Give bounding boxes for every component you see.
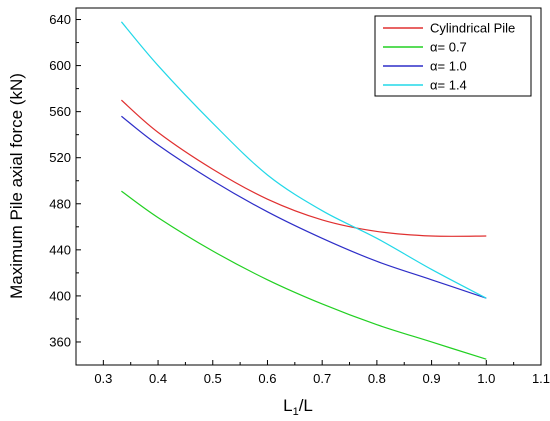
series-line [120, 21, 487, 299]
x-tick-label: 0.6 [258, 371, 276, 386]
y-tick-label: 640 [49, 12, 71, 27]
series-line [121, 190, 487, 360]
y-tick-label: 520 [49, 150, 71, 165]
x-axis-title-main: L [283, 396, 292, 415]
y-tick-label: 480 [49, 196, 71, 211]
legend-box [374, 15, 532, 97]
series-line [121, 115, 487, 299]
x-axis-title-tail: /L [299, 396, 313, 415]
x-tick-label: 0.7 [313, 371, 331, 386]
legend-label: α= 1.4 [430, 78, 467, 93]
y-tick-label: 400 [49, 288, 71, 303]
x-tick-label: 0.3 [94, 371, 112, 386]
legend-label: α= 0.7 [430, 40, 467, 55]
y-tick-label: 440 [49, 242, 71, 257]
legend: Cylindrical Pile α= 0.7 α= 1.0 α= 1.4 [374, 15, 532, 97]
x-tick-label: 0.4 [149, 371, 167, 386]
x-tick-label: 1.0 [477, 371, 495, 386]
x-tick-label: 0.9 [423, 371, 441, 386]
x-tick-label: 0.8 [368, 371, 386, 386]
x-axis-title-subscript: 1 [293, 406, 299, 418]
x-axis-title: L1/L [283, 396, 313, 418]
series-lines [120, 21, 487, 360]
legend-label: α= 1.0 [430, 59, 467, 74]
y-tick-label: 360 [49, 334, 71, 349]
y-axis-title: Maximum Pile axial force (kN) [7, 73, 26, 299]
plot-frame [75, 7, 542, 366]
series-line [121, 99, 487, 237]
legend-items: Cylindrical Pile α= 0.7 α= 1.0 α= 1.4 [383, 21, 515, 93]
y-tick-label: 560 [49, 104, 71, 119]
legend-label: Cylindrical Pile [430, 21, 515, 36]
x-tick-label: 1.1 [532, 371, 550, 386]
x-tick-label: 0.5 [204, 371, 222, 386]
axis-tick-labels: 0.3 0.4 0.5 0.6 0.7 0.8 0.9 1.0 1.1 360 400 440 480 5… [49, 12, 550, 386]
y-tick-label: 600 [49, 58, 71, 73]
